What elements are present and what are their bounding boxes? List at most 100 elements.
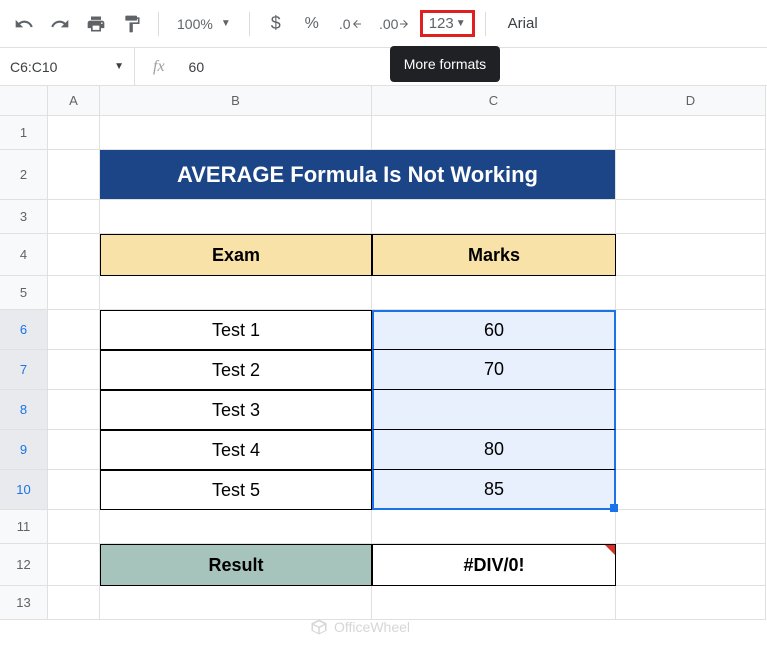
data-cell[interactable]: Test 4 — [100, 430, 372, 470]
cell[interactable] — [48, 150, 100, 200]
cell[interactable] — [616, 470, 766, 510]
cell[interactable] — [616, 350, 766, 390]
zoom-selector[interactable]: 100%▼ — [169, 16, 239, 32]
cell[interactable] — [372, 510, 616, 544]
row-header[interactable]: 12 — [0, 544, 48, 586]
selection-handle[interactable] — [610, 504, 618, 512]
cell[interactable] — [48, 470, 100, 510]
cell[interactable] — [48, 544, 100, 586]
data-cell[interactable]: Test 3 — [100, 390, 372, 430]
more-formats-wrap: 123 ▼ More formats — [420, 10, 475, 37]
increase-decimal-button[interactable]: .00 — [374, 8, 416, 40]
column-header[interactable]: B — [100, 86, 372, 116]
cell[interactable] — [48, 200, 100, 234]
cell[interactable] — [100, 200, 372, 234]
cell[interactable] — [616, 390, 766, 430]
data-cell[interactable]: Test 5 — [100, 470, 372, 510]
column-headers: A B C D — [48, 86, 766, 116]
table-row — [48, 200, 766, 234]
cell[interactable] — [48, 586, 100, 620]
currency-button[interactable]: $ — [260, 8, 292, 40]
cell[interactable] — [616, 150, 766, 200]
cell[interactable] — [616, 276, 766, 310]
corner-cell[interactable] — [0, 86, 48, 116]
cell[interactable] — [100, 276, 372, 310]
cell[interactable] — [100, 586, 372, 620]
row-header[interactable]: 11 — [0, 510, 48, 544]
row-header[interactable]: 2 — [0, 150, 48, 200]
chevron-down-icon: ▼ — [221, 18, 231, 29]
cell[interactable] — [48, 430, 100, 470]
row-header[interactable]: 10 — [0, 470, 48, 510]
undo-button[interactable] — [8, 8, 40, 40]
more-formats-button[interactable]: 123 ▼ — [420, 10, 475, 37]
percent-button[interactable]: % — [296, 8, 328, 40]
data-cell[interactable]: 60 — [372, 310, 616, 350]
column-header[interactable]: A — [48, 86, 100, 116]
cell[interactable] — [48, 310, 100, 350]
table-row: Test 270 — [48, 350, 766, 390]
separator — [249, 12, 250, 36]
formula-bar: C6:C10 ▼ fx 60 — [0, 48, 767, 86]
cell[interactable] — [48, 234, 100, 276]
cell[interactable] — [100, 510, 372, 544]
row-header[interactable]: 7 — [0, 350, 48, 390]
cell[interactable] — [616, 586, 766, 620]
formula-value[interactable]: 60 — [183, 59, 205, 75]
cell[interactable] — [372, 586, 616, 620]
cell[interactable] — [616, 544, 766, 586]
row-header[interactable]: 13 — [0, 586, 48, 620]
row-header[interactable]: 9 — [0, 430, 48, 470]
header-cell[interactable]: Marks — [372, 234, 616, 276]
cell[interactable] — [48, 390, 100, 430]
table-row: Test 480 — [48, 430, 766, 470]
watermark: OfficeWheel — [310, 618, 410, 636]
data-cell[interactable]: 70 — [372, 350, 616, 390]
table-row — [48, 116, 766, 150]
cell[interactable] — [48, 350, 100, 390]
data-cell[interactable] — [372, 390, 616, 430]
cell[interactable] — [616, 116, 766, 150]
column-header[interactable]: D — [616, 86, 766, 116]
cell[interactable] — [372, 276, 616, 310]
row-header[interactable]: 3 — [0, 200, 48, 234]
data-cell[interactable]: 80 — [372, 430, 616, 470]
data-cell[interactable]: Test 2 — [100, 350, 372, 390]
cell[interactable] — [616, 234, 766, 276]
cell[interactable] — [48, 116, 100, 150]
cell[interactable] — [616, 200, 766, 234]
row-header[interactable]: 1 — [0, 116, 48, 150]
cell[interactable] — [48, 276, 100, 310]
row-header[interactable]: 6 — [0, 310, 48, 350]
decrease-decimal-button[interactable]: .0 — [332, 8, 370, 40]
data-cell[interactable]: 85 — [372, 470, 616, 510]
header-cell[interactable]: Exam — [100, 234, 372, 276]
table-row: AVERAGE Formula Is Not Working — [48, 150, 766, 200]
cell[interactable] — [616, 430, 766, 470]
row-header[interactable]: 5 — [0, 276, 48, 310]
cell-reference-box[interactable]: C6:C10 ▼ — [0, 48, 135, 85]
row-header[interactable]: 8 — [0, 390, 48, 430]
data-cell[interactable]: Test 1 — [100, 310, 372, 350]
result-label-cell[interactable]: Result — [100, 544, 372, 586]
cell[interactable] — [372, 200, 616, 234]
chevron-down-icon: ▼ — [114, 61, 124, 72]
fx-icon: fx — [135, 58, 183, 76]
cell[interactable] — [616, 510, 766, 544]
table-row — [48, 586, 766, 620]
print-button[interactable] — [80, 8, 112, 40]
cell[interactable] — [100, 116, 372, 150]
cell[interactable] — [372, 116, 616, 150]
table-row: Test 160 — [48, 310, 766, 350]
table-row — [48, 510, 766, 544]
result-value-cell[interactable]: #DIV/0! — [372, 544, 616, 586]
font-selector[interactable]: Arial — [496, 15, 550, 32]
paint-format-button[interactable] — [116, 8, 148, 40]
separator — [485, 12, 486, 36]
title-cell[interactable]: AVERAGE Formula Is Not Working — [100, 150, 616, 200]
column-header[interactable]: C — [372, 86, 616, 116]
redo-button[interactable] — [44, 8, 76, 40]
row-header[interactable]: 4 — [0, 234, 48, 276]
cell[interactable] — [616, 310, 766, 350]
cell[interactable] — [48, 510, 100, 544]
